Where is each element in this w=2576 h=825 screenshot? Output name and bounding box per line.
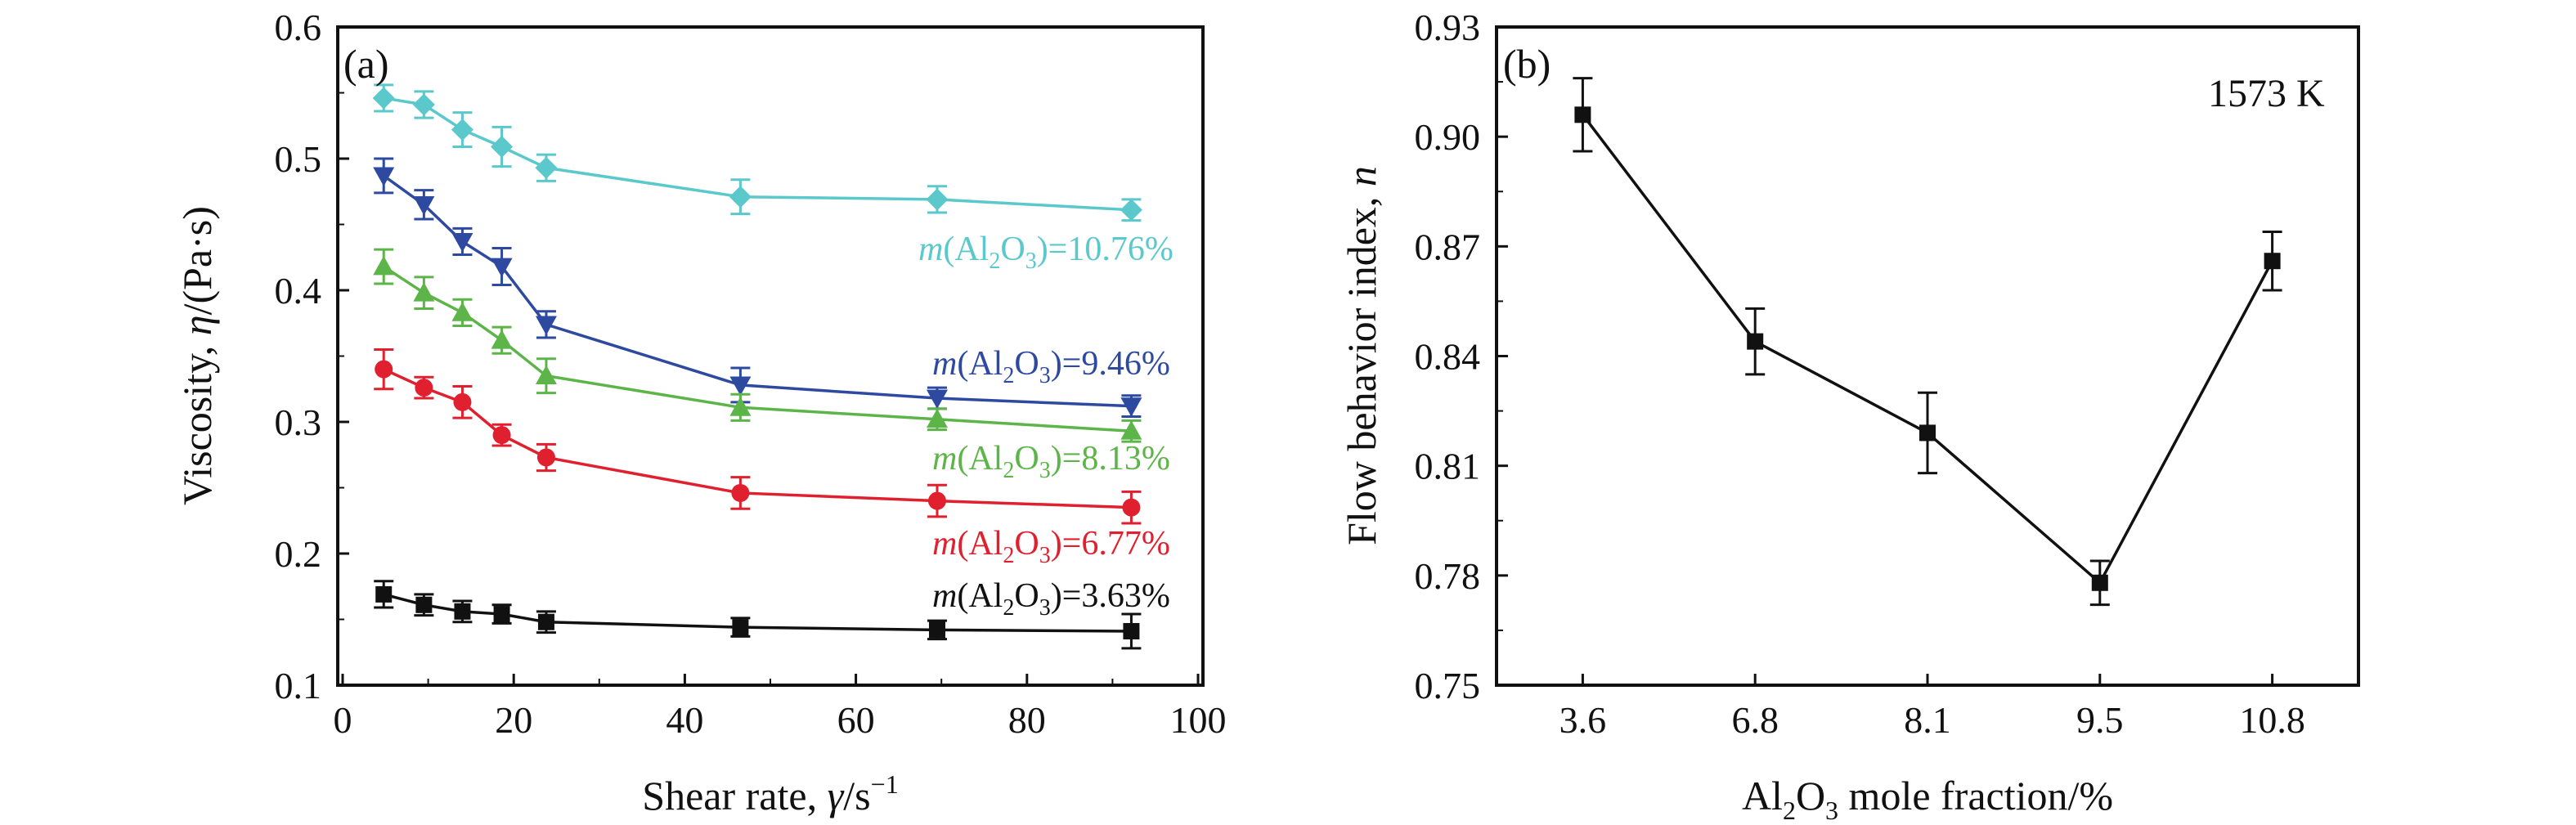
x-tick-label: 9.5 (2076, 699, 2124, 741)
data-point (729, 397, 752, 416)
x-tick-label: 0 (334, 699, 352, 741)
x-axis-ticks: 0 20 40 60 80 100 (334, 674, 1227, 741)
data-point (491, 136, 514, 159)
data-point (1574, 106, 1591, 123)
x-tick-label: 3.6 (1560, 699, 1607, 741)
plot-frame (1495, 25, 2360, 687)
y-axis-ticks: 0.75 0.78 0.81 0.84 0.87 0.90 0.93 (1415, 7, 1508, 706)
series-label-3-63: m(Al2O3)=3.63% (932, 577, 1170, 621)
data-point (928, 621, 945, 639)
series (374, 580, 1142, 650)
series-label-9-46: m(Al2O3)=9.46% (932, 345, 1170, 388)
data-point (1919, 424, 1936, 442)
data-point (926, 188, 949, 211)
x-tick-label: 20 (495, 699, 532, 741)
y-tick-label: 0.87 (1415, 226, 1481, 267)
series-group (1573, 77, 2282, 607)
data-point (375, 585, 393, 603)
series-line (1582, 114, 2274, 585)
data-point (1747, 333, 1764, 350)
series-line (383, 174, 1132, 408)
data-point (535, 316, 557, 335)
y-tick-label: 0.6 (275, 7, 322, 48)
x-axis-title: Shear rate, γ/s−1 (642, 769, 898, 818)
data-point (454, 603, 471, 620)
data-point (729, 186, 752, 208)
series-group (372, 83, 1142, 650)
series (374, 347, 1142, 525)
data-point (492, 426, 511, 445)
data-point (1120, 199, 1142, 222)
series-label-10-76: m(Al2O3)=10.76% (918, 231, 1174, 274)
x-tick-label: 80 (1008, 699, 1046, 741)
data-point (732, 619, 749, 636)
series (373, 248, 1142, 443)
x-tick-label: 10.8 (2239, 699, 2305, 741)
data-point (413, 282, 435, 302)
temperature-annotation: 1573 K (2208, 72, 2325, 115)
data-point (415, 596, 433, 613)
data-point (2091, 574, 2108, 591)
y-tick-label: 0.3 (275, 401, 322, 443)
data-point (927, 491, 946, 510)
data-point (375, 360, 393, 379)
x-axis-ticks: 3.6 6.8 8.1 9.5 10.8 (1560, 674, 2305, 741)
y-axis-title: Viscosity, η/(Pa·s) (174, 206, 220, 505)
y-tick-label: 0.75 (1415, 665, 1481, 706)
data-point (491, 258, 513, 278)
y-tick-label: 0.93 (1415, 7, 1481, 48)
data-point (413, 195, 435, 216)
x-tick-label: 60 (837, 699, 875, 741)
data-point (1120, 397, 1142, 417)
y-tick-label: 0.84 (1415, 336, 1481, 378)
data-point (535, 365, 557, 385)
data-point (1123, 622, 1140, 639)
data-point (926, 389, 948, 410)
series (372, 83, 1142, 222)
data-point (2264, 253, 2281, 270)
y-tick-label: 0.90 (1415, 116, 1481, 158)
x-tick-label: 100 (1170, 699, 1227, 741)
data-point (451, 119, 473, 141)
y-tick-label: 0.1 (275, 665, 322, 706)
data-point (536, 448, 555, 467)
series-line (383, 96, 1132, 212)
data-point (537, 613, 554, 630)
panel-label: (b) (1503, 41, 1551, 87)
x-tick-label: 8.1 (1904, 699, 1951, 741)
x-tick-label: 6.8 (1731, 699, 1779, 741)
data-point (729, 376, 752, 396)
y-tick-label: 0.5 (275, 138, 322, 180)
series-label-6-77: m(Al2O3)=6.77% (932, 525, 1170, 568)
y-axis-title: Flow behavior index, n (1339, 166, 1384, 545)
panel-b-flow-index-chart: 3.6 6.8 8.1 9.5 10.8 0.75 0.78 0.81 0.84 0.87 0.9… (1339, 7, 2360, 825)
data-point (535, 156, 558, 179)
x-axis-title: Al2O3 mole fraction/% (1742, 773, 2113, 825)
data-point (1122, 498, 1141, 517)
data-point (1120, 420, 1142, 440)
data-point (493, 606, 510, 623)
y-tick-label: 0.2 (275, 533, 322, 575)
x-tick-label: 40 (666, 699, 703, 741)
data-point (451, 233, 473, 253)
panel-label: (a) (343, 41, 389, 87)
data-point (731, 483, 750, 502)
panel-a-viscosity-chart: 0 20 40 60 80 100 0.1 0.2 0.3 0.4 0.5 0.6 (a) m(Al… (174, 7, 1227, 818)
data-point (412, 93, 435, 116)
y-tick-label: 0.4 (275, 270, 322, 312)
data-point (451, 302, 473, 321)
data-point (373, 167, 395, 186)
y-tick-label: 0.81 (1415, 446, 1481, 487)
y-axis-ticks: 0.1 0.2 0.3 0.4 0.5 0.6 (275, 7, 349, 706)
data-point (373, 256, 395, 276)
data-point (372, 87, 395, 110)
data-point (453, 392, 472, 411)
data-point (415, 379, 433, 397)
data-point (491, 330, 513, 349)
series-label-8-13: m(Al2O3)=8.13% (932, 440, 1170, 483)
series (1573, 77, 2282, 607)
data-point (926, 408, 948, 428)
y-tick-label: 0.78 (1415, 555, 1481, 597)
